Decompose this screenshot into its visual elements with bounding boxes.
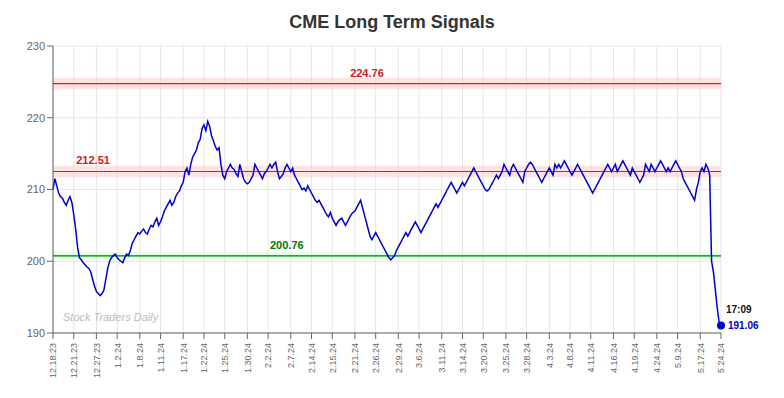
svg-text:224.76: 224.76 xyxy=(350,67,384,79)
svg-text:2.26.24: 2.26.24 xyxy=(371,343,381,373)
svg-text:3.28.24: 3.28.24 xyxy=(522,343,532,373)
svg-text:3.11.24: 3.11.24 xyxy=(437,343,447,372)
svg-text:1.25.24: 1.25.24 xyxy=(220,343,230,373)
svg-text:1.2.24: 1.2.24 xyxy=(113,343,123,368)
svg-text:3.20.24: 3.20.24 xyxy=(479,343,489,373)
svg-text:210: 210 xyxy=(27,183,45,195)
svg-text:200: 200 xyxy=(27,255,45,267)
svg-text:1.22.24: 1.22.24 xyxy=(199,343,209,373)
svg-text:3.14.24: 3.14.24 xyxy=(458,343,468,373)
svg-text:1.17.24: 1.17.24 xyxy=(179,343,189,373)
svg-text:1.11.24: 1.11.24 xyxy=(156,343,166,372)
svg-text:1.8.24: 1.8.24 xyxy=(135,343,145,368)
svg-text:230: 230 xyxy=(27,40,45,52)
svg-text:2.29.24: 2.29.24 xyxy=(394,343,404,373)
svg-text:5.17.24: 5.17.24 xyxy=(696,343,706,373)
svg-text:1.30.24: 1.30.24 xyxy=(243,343,253,373)
svg-text:12.21.23: 12.21.23 xyxy=(69,343,79,378)
svg-text:5.9.24: 5.9.24 xyxy=(673,343,683,368)
svg-text:200.76: 200.76 xyxy=(270,239,304,251)
svg-text:12.27.23: 12.27.23 xyxy=(92,343,102,378)
svg-text:5.24.24: 5.24.24 xyxy=(716,343,726,373)
svg-text:2.14.24: 2.14.24 xyxy=(307,343,317,373)
svg-text:17:09: 17:09 xyxy=(726,304,752,315)
svg-text:190: 190 xyxy=(27,327,45,339)
svg-text:2.15.24: 2.15.24 xyxy=(328,343,338,373)
svg-text:2.21.24: 2.21.24 xyxy=(350,343,360,373)
svg-text:2.7.24: 2.7.24 xyxy=(286,343,296,368)
svg-text:212.51: 212.51 xyxy=(76,154,110,166)
svg-text:4.3.24: 4.3.24 xyxy=(545,343,555,368)
svg-text:4.19.24: 4.19.24 xyxy=(630,343,640,373)
svg-text:3.25.24: 3.25.24 xyxy=(501,343,511,373)
svg-text:220: 220 xyxy=(27,112,45,124)
svg-text:2.2.24: 2.2.24 xyxy=(264,343,274,368)
svg-text:3.6.24: 3.6.24 xyxy=(414,343,424,368)
html-text:CME Long Term Signals: CME Long Term Signals xyxy=(289,12,495,32)
html-text:Stock Traders Daily: Stock Traders Daily xyxy=(63,311,159,323)
svg-text:12.18.23: 12.18.23 xyxy=(48,343,58,378)
svg-text:4.24.24: 4.24.24 xyxy=(652,343,662,373)
svg-text:4.8.24: 4.8.24 xyxy=(565,343,575,368)
svg-text:191.06: 191.06 xyxy=(728,320,759,331)
svg-text:4.16.24: 4.16.24 xyxy=(609,343,619,373)
svg-text:4.11.24: 4.11.24 xyxy=(586,343,596,372)
